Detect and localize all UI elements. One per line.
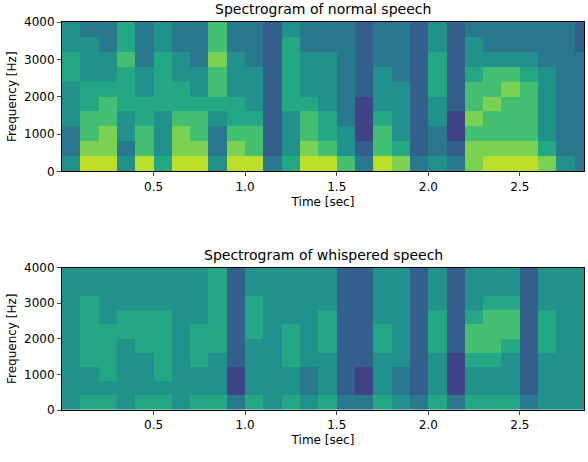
svg-text:Time [sec]: Time [sec] xyxy=(291,195,355,209)
svg-text:1.0: 1.0 xyxy=(236,418,255,432)
svg-text:0.5: 0.5 xyxy=(144,180,163,194)
svg-text:1.0: 1.0 xyxy=(236,180,255,194)
svg-text:2.0: 2.0 xyxy=(419,180,438,194)
svg-text:0: 0 xyxy=(47,403,55,417)
svg-text:1000: 1000 xyxy=(24,127,55,141)
svg-text:Spectrogram of normal speech: Spectrogram of normal speech xyxy=(215,1,431,17)
svg-text:2000: 2000 xyxy=(24,90,55,104)
svg-text:2.5: 2.5 xyxy=(510,180,529,194)
svg-text:4000: 4000 xyxy=(24,261,55,275)
svg-text:Time [sec]: Time [sec] xyxy=(291,433,355,447)
svg-text:1000: 1000 xyxy=(24,368,55,382)
svg-text:2.5: 2.5 xyxy=(510,418,529,432)
svg-text:Frequency [Hz]: Frequency [Hz] xyxy=(5,51,19,142)
svg-text:0: 0 xyxy=(47,165,55,179)
svg-text:4000: 4000 xyxy=(24,15,55,29)
svg-text:Frequency [Hz]: Frequency [Hz] xyxy=(5,294,19,385)
svg-text:1.5: 1.5 xyxy=(327,180,346,194)
svg-text:Spectrogram of whispered speec: Spectrogram of whispered speech xyxy=(204,247,443,263)
svg-text:0.5: 0.5 xyxy=(144,418,163,432)
svg-text:3000: 3000 xyxy=(24,53,55,67)
svg-text:1.5: 1.5 xyxy=(327,418,346,432)
svg-text:3000: 3000 xyxy=(24,296,55,310)
svg-text:2000: 2000 xyxy=(24,332,55,346)
svg-text:2.0: 2.0 xyxy=(419,418,438,432)
